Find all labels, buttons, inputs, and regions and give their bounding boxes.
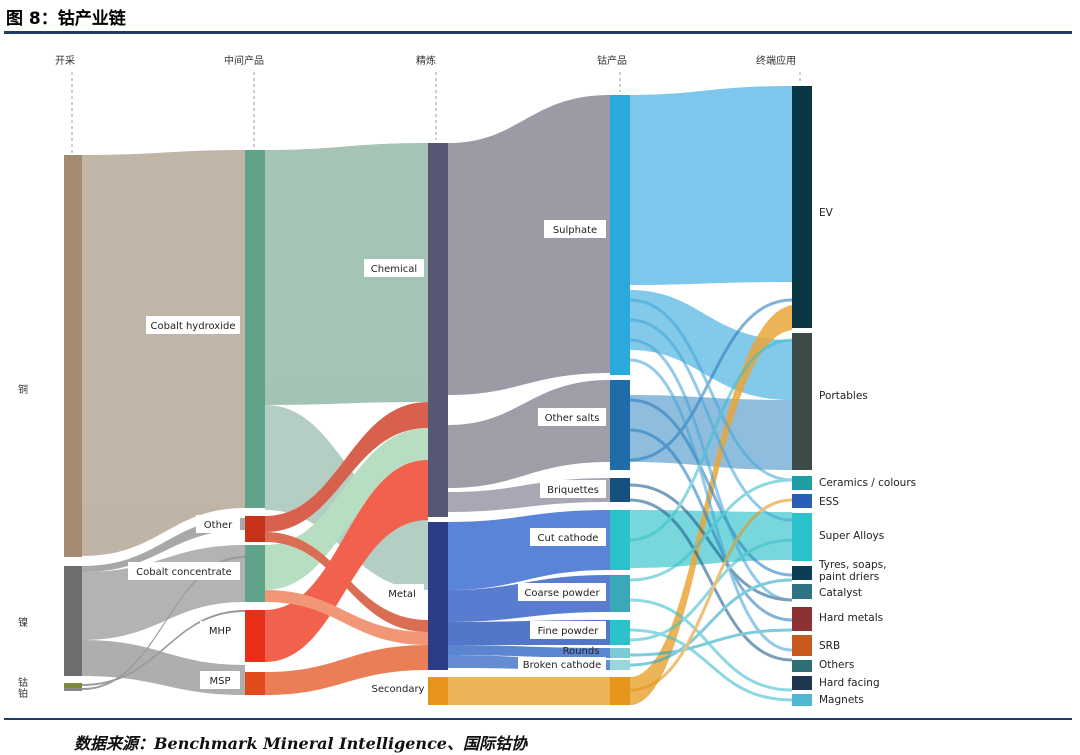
- node-super-alloys: [792, 513, 812, 561]
- node-cobalt: [64, 683, 82, 688]
- label-coarse-powder: Coarse powder: [524, 588, 600, 599]
- refining-labels: Chemical Metal Secondary: [364, 259, 425, 695]
- node-hard-metals: [792, 607, 812, 631]
- node-tyres: [792, 566, 812, 580]
- label-chemical: Chemical: [371, 264, 417, 275]
- label-cobalt: 钴: [18, 677, 28, 689]
- node-hard-facing: [792, 676, 812, 690]
- label-ceramics: Ceramics / colours: [819, 477, 916, 489]
- node-metal: [428, 522, 448, 670]
- node-secondary: [428, 677, 448, 705]
- end-use-labels: EV Portables Ceramics / colours ESS Supe…: [818, 207, 916, 706]
- label-srb: SRB: [819, 640, 840, 652]
- links-products: [629, 86, 793, 705]
- label-other: Other: [204, 520, 233, 531]
- label-ev: EV: [819, 207, 834, 219]
- node-other-salts: [610, 380, 630, 470]
- figure-title: 图 8：钴产业链: [6, 9, 126, 29]
- node-cobalt-hydroxide: [245, 150, 265, 508]
- node-mhp: [245, 610, 265, 662]
- label-rounds: Rounds: [563, 646, 600, 657]
- node-briquettes: [610, 478, 630, 502]
- label-hard-metals: Hard metals: [819, 612, 883, 624]
- stage-products: 钴产品: [597, 54, 627, 67]
- links-mining: [82, 150, 245, 695]
- label-mhp: MHP: [209, 626, 231, 637]
- product-labels: Sulphate Other salts Briquettes Cut cath…: [518, 220, 606, 672]
- top-rule: [4, 31, 1072, 34]
- label-ess: ESS: [819, 496, 839, 508]
- label-others: Others: [819, 659, 854, 671]
- bottom-rule: [4, 718, 1072, 720]
- label-platinum: 铂: [18, 687, 28, 700]
- node-ceramics: [792, 476, 812, 490]
- stage-end-use: 终端应用: [756, 54, 796, 67]
- label-hard-facing: Hard facing: [819, 677, 880, 689]
- node-sulphate: [610, 95, 630, 375]
- label-catalyst: Catalyst: [819, 587, 862, 599]
- label-nickel: 镍: [18, 616, 28, 629]
- node-copper: [64, 155, 82, 557]
- label-fine-powder: Fine powder: [538, 626, 600, 637]
- node-portables: [792, 333, 812, 470]
- stage-guides: [71, 72, 801, 154]
- node-coarse-powder: [610, 575, 630, 612]
- nodes: [64, 86, 812, 706]
- label-broken-cathode: Broken cathode: [523, 660, 601, 671]
- node-ess: [792, 494, 812, 508]
- node-magnets: [792, 694, 812, 706]
- label-super-alloys: Super Alloys: [819, 530, 884, 542]
- links-intermediate: [265, 143, 428, 695]
- label-metal: Metal: [388, 589, 416, 600]
- label-tyres-2: paint driers: [819, 571, 879, 583]
- node-others: [792, 660, 812, 672]
- node-platinum: [64, 688, 82, 691]
- links-refining: [448, 95, 610, 705]
- label-sulphate: Sulphate: [553, 225, 597, 236]
- label-msp: MSP: [209, 676, 230, 687]
- label-cobalt-concentrate: Cobalt concentrate: [136, 567, 232, 578]
- node-cut-cathode: [610, 510, 630, 570]
- stage-refining: 精炼: [416, 54, 436, 67]
- node-msp: [245, 672, 265, 695]
- label-secondary: Secondary: [372, 684, 425, 695]
- source-note: 数据来源：Benchmark Mineral Intelligence、国际钴协: [74, 734, 527, 753]
- node-ev: [792, 86, 812, 328]
- node-broken-cathode: [610, 660, 630, 670]
- node-rounds: [610, 648, 630, 658]
- node-nickel: [64, 566, 82, 676]
- label-copper: 铜: [18, 384, 28, 396]
- node-srb: [792, 635, 812, 656]
- stage-intermediate: 中间产品: [224, 54, 264, 67]
- label-briquettes: Briquettes: [547, 485, 599, 496]
- node-chemical: [428, 143, 448, 517]
- label-other-salts: Other salts: [545, 413, 600, 424]
- node-other-intermediate: [245, 516, 265, 542]
- node-secondary-product: [610, 677, 630, 705]
- label-cut-cathode: Cut cathode: [538, 533, 599, 544]
- stage-mining: 开采: [55, 55, 75, 67]
- intermediate-labels: Cobalt hydroxide Other Cobalt concentrat…: [128, 316, 240, 689]
- label-cobalt-hydroxide: Cobalt hydroxide: [151, 321, 236, 332]
- label-magnets: Magnets: [819, 694, 864, 706]
- label-portables: Portables: [819, 390, 868, 402]
- node-catalyst: [792, 584, 812, 599]
- node-fine-powder: [610, 620, 630, 645]
- label-tyres-1: Tyres, soaps,: [818, 559, 887, 571]
- node-cobalt-concentrate: [245, 545, 265, 602]
